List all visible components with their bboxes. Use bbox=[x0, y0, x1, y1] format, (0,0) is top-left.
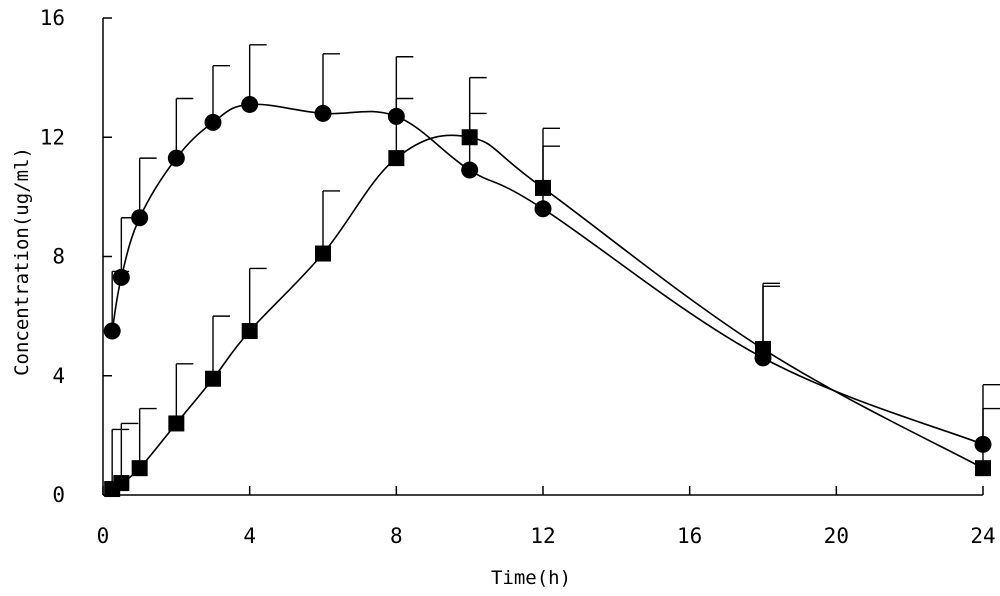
data-point-circle bbox=[314, 104, 332, 122]
data-point-square bbox=[315, 245, 331, 262]
x-tick-label: 12 bbox=[530, 524, 555, 548]
data-point-circle bbox=[112, 268, 130, 286]
data-point-square bbox=[113, 475, 130, 492]
data-point-circle bbox=[241, 95, 259, 113]
y-axis-title: Concentration(ug/ml) bbox=[11, 147, 33, 376]
data-point-square bbox=[461, 129, 478, 146]
series-line bbox=[111, 103, 984, 446]
x-tick-label: 4 bbox=[243, 524, 256, 548]
data-point-square bbox=[535, 179, 551, 196]
x-tick-label: 16 bbox=[677, 524, 702, 548]
data-point-circle bbox=[534, 200, 552, 218]
series-line bbox=[111, 134, 984, 490]
data-point-circle bbox=[167, 149, 185, 167]
series-layer bbox=[103, 44, 1000, 498]
x-tick-label: 8 bbox=[390, 524, 403, 548]
y-tick-label: 0 bbox=[52, 483, 65, 507]
data-point-square bbox=[975, 460, 991, 477]
x-tick-label: 20 bbox=[824, 524, 849, 548]
y-tick-label: 12 bbox=[40, 125, 65, 149]
x-axis-title: Time(h) bbox=[491, 567, 571, 589]
data-point-square bbox=[388, 150, 405, 167]
series-1 bbox=[103, 44, 1000, 453]
data-point-square bbox=[241, 323, 258, 340]
series-2 bbox=[104, 76, 1000, 498]
x-tick-label: 0 bbox=[97, 524, 110, 548]
data-point-square bbox=[168, 415, 185, 432]
data-point-circle bbox=[131, 209, 149, 227]
data-point-circle bbox=[461, 161, 479, 179]
data-point-circle bbox=[103, 322, 121, 340]
y-tick-label: 8 bbox=[52, 245, 65, 269]
data-point-square bbox=[205, 370, 221, 387]
x-tick-label: 24 bbox=[970, 524, 995, 548]
axes: 0 4 8 12 16 0 4 8 12 16 20 24 bbox=[40, 6, 996, 548]
y-tick-label: 16 bbox=[40, 6, 65, 30]
data-point-square bbox=[131, 460, 148, 477]
y-tick-label: 4 bbox=[52, 364, 65, 388]
data-point-square bbox=[755, 340, 771, 357]
data-point-circle bbox=[204, 113, 222, 131]
